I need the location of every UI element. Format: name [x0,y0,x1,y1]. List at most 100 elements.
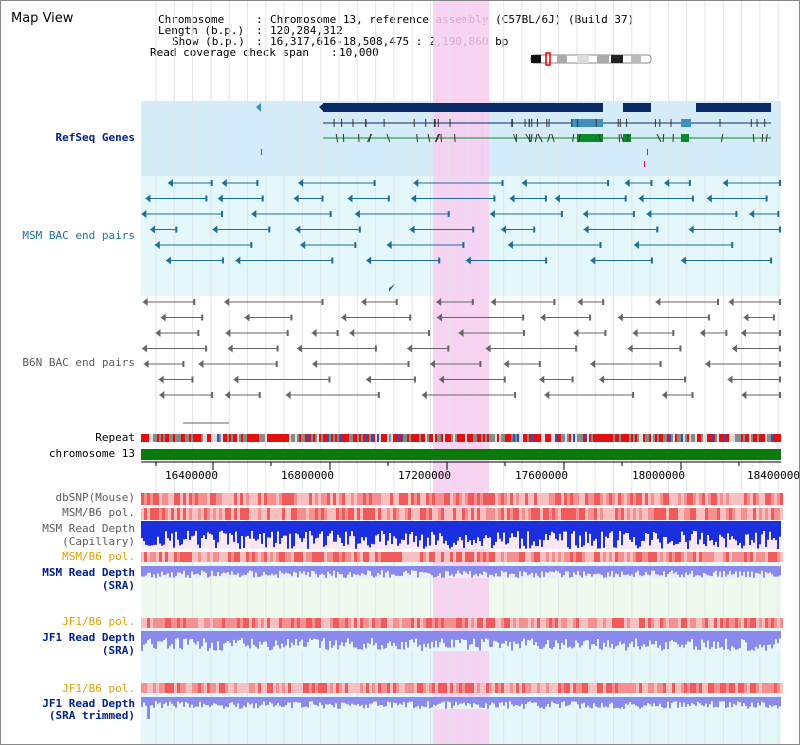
pol-mark [222,508,225,520]
track-label-b6n-bac[interactable]: B6N BAC end pairs [22,356,135,369]
pol-mark [330,618,333,628]
depth-bar [467,697,469,703]
depth-bar [459,697,461,704]
bac-end [290,314,293,321]
pol-mark [312,618,315,628]
depth-bar [531,697,533,703]
depth-bar [579,566,581,576]
depth-bar [301,566,303,574]
pol-mark [525,552,528,562]
repeat-mark [779,434,781,442]
pol-mark [507,552,510,562]
depth-bar [705,521,707,547]
repeat-mark [735,434,737,442]
bac-end [772,314,775,321]
depth-bar [437,697,439,705]
depth-bar [533,631,535,645]
depth-bar [185,631,187,639]
depth-bar [155,631,157,649]
depth-bar [371,521,373,544]
bac-end [361,298,367,306]
depth-bar [535,697,537,703]
pol-mark [750,683,753,693]
depth-bar [757,631,759,649]
pol-mark [420,618,423,628]
pol-mark [330,508,333,520]
depth-bar [509,566,511,575]
repeat-mark [695,434,697,442]
depth-bar [753,631,755,651]
pol-mark [516,618,519,628]
depth-bar [507,697,509,709]
depth-bar [157,566,159,574]
pol-mark [633,683,636,693]
pol-mark [594,493,597,505]
depth-bar [465,521,467,536]
pol-mark [768,508,771,520]
repeat-mark [571,434,573,442]
pol-mark [708,552,711,562]
pol-mark [477,618,480,628]
bac-end [725,330,728,336]
repeat-mark [689,434,691,442]
pol-mark [624,493,627,505]
track-label-refseq[interactable]: RefSeq Genes [55,131,135,144]
depth-bar [441,521,443,537]
depth-bar [379,566,381,575]
pol-mark [369,493,372,505]
depth-bar [439,697,441,704]
pol-mark [561,493,564,505]
repeat-mark [705,434,707,442]
pol-mark [543,618,546,628]
pol-mark [255,618,258,628]
depth-bar [329,631,331,641]
pol-mark [222,552,225,562]
depth-bar [667,697,669,702]
pol-mark [384,552,387,562]
depth-bar [215,631,217,651]
pol-mark [669,493,672,505]
depth-bar [713,566,715,573]
track-label-msm-bac[interactable]: MSM BAC end pairs [22,229,135,242]
depth-bar [687,566,689,576]
depth-bar [475,697,477,705]
depth-bar [551,697,553,702]
depth-bar [397,697,399,706]
depth-bar [191,697,193,705]
repeat-mark [187,434,189,442]
pol-mark [519,493,522,505]
repeat-mark [429,434,431,442]
bac-end [366,256,372,265]
depth-bar [469,631,471,645]
pol-mark [702,618,705,628]
depth-bar [201,697,203,708]
pol-mark [681,618,684,628]
pol-mark [420,508,423,520]
pol-mark [300,618,303,628]
pol-mark [459,508,462,520]
depth-bar [227,697,229,708]
depth-bar [369,566,371,572]
bac-end [465,256,471,265]
depth-bar [557,566,559,572]
depth-bar [257,631,259,649]
ideogram-band [631,55,641,63]
repeat-mark [691,434,693,442]
pol-mark [231,493,234,505]
pol-mark [216,683,219,693]
pol-mark [150,683,153,693]
depth-bar [627,631,629,648]
repeat-mark [487,434,489,442]
pol-mark [474,618,477,628]
bac-end [632,329,638,337]
depth-bar [327,631,329,651]
depth-bar [259,521,261,534]
pol-mark [213,552,216,562]
depth-bar [467,521,469,543]
depth-bar [593,697,595,704]
pol-mark [558,683,561,693]
depth-bar [455,631,457,640]
depth-bar [763,697,765,703]
depth-bar [313,631,315,639]
depth-bar [377,566,379,573]
